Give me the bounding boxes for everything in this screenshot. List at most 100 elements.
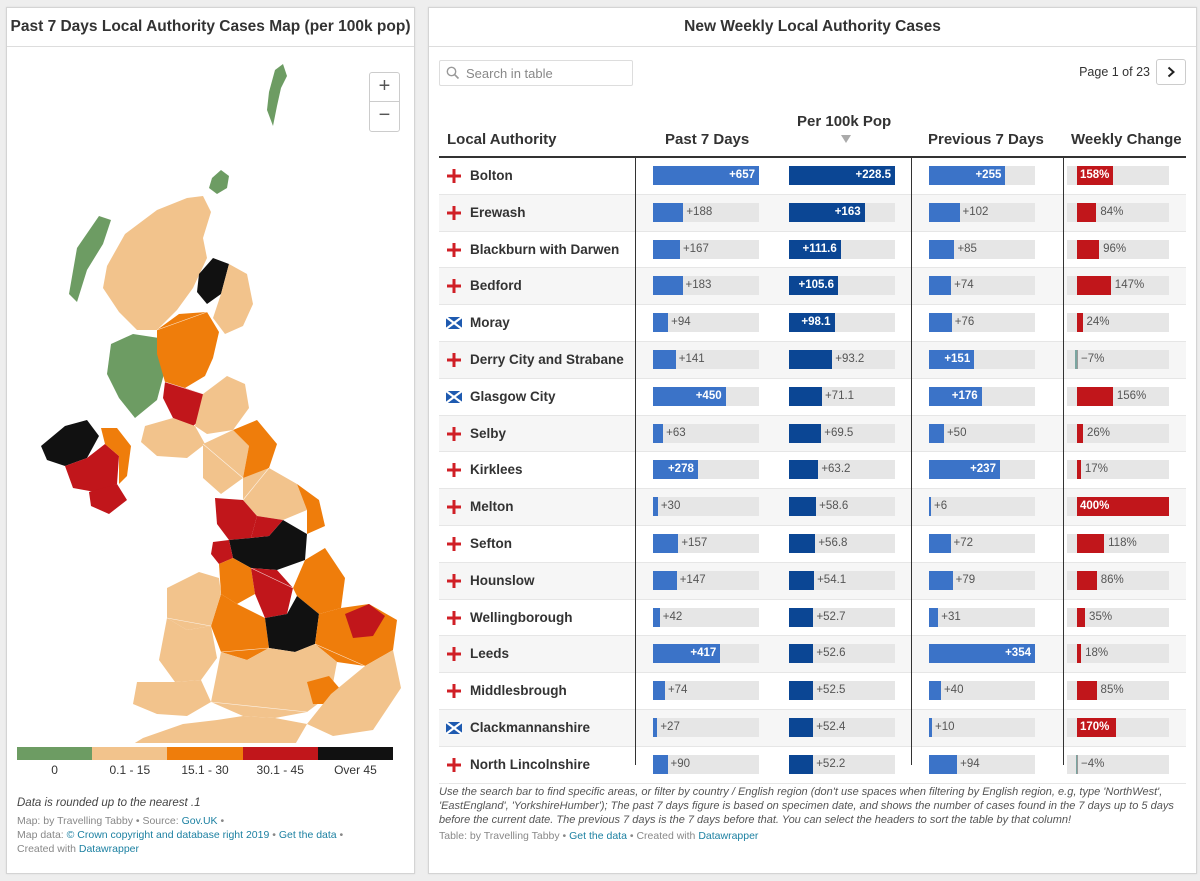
past-7-days-value: +450 <box>695 389 722 402</box>
map-region-south-central <box>211 644 337 718</box>
previous-7-days-value: +255 <box>975 169 1002 181</box>
chevron-right-icon <box>1167 66 1175 78</box>
map-region-orkney <box>209 170 229 194</box>
past-7-days-bar <box>653 166 759 185</box>
weekly-change-value: 400% <box>1080 500 1110 513</box>
source-link[interactable]: Gov.UK <box>181 815 218 827</box>
past-7-days-cell: +450 <box>653 386 759 406</box>
zoom-in-button[interactable]: + <box>378 75 391 97</box>
map-get-data-link[interactable]: Get the data <box>278 829 337 841</box>
table-row: Bedford +183 +105.6 +74 147% <box>439 268 1186 306</box>
per-100k-bar <box>789 497 817 517</box>
per-100k-value: +52.5 <box>816 684 846 697</box>
weekly-change-cell: 158% <box>1067 166 1169 185</box>
uk-choropleth-map[interactable] <box>7 48 412 743</box>
map-region-argyll <box>107 334 165 418</box>
per-100k-bar <box>789 460 819 480</box>
sort-down-triangle-icon[interactable] <box>841 135 851 143</box>
per-100k-bar <box>789 386 822 406</box>
previous-7-days-value: +40 <box>943 684 964 697</box>
england-flag-icon <box>447 647 461 662</box>
map-region-shetland <box>267 64 287 126</box>
northern-ireland-flag-icon <box>447 352 461 367</box>
previous-7-days-cell: +94 <box>929 754 1035 774</box>
header-per-100k-pop[interactable]: Per 100k Pop <box>797 113 892 130</box>
table-body: Bolton +657 +228.5 +255 158% Erewash +188 +163 +… <box>439 158 1186 784</box>
map-region-central-scotland <box>157 312 219 388</box>
per-100k-cell: +58.6 <box>789 497 895 517</box>
past-7-days-cell: +27 <box>653 717 759 737</box>
per-100k-cell: +52.5 <box>789 681 895 701</box>
past-7-days-value: +63 <box>666 426 686 439</box>
map-region-aberdeenshire <box>213 264 253 334</box>
crown-copyright-link[interactable]: © Crown copyright and database right 201… <box>66 829 270 841</box>
weekly-change-value: 86% <box>1100 573 1124 586</box>
legend-label: 15.1 - 30 <box>181 763 229 777</box>
map-region-west-midlands <box>211 594 269 660</box>
per-100k-bar <box>789 239 841 259</box>
per-100k-value: +93.2 <box>835 352 865 365</box>
local-authority-name: Clackmannanshire <box>470 719 591 735</box>
zero-line <box>1077 754 1078 774</box>
weekly-change-cell: 35% <box>1067 607 1169 627</box>
table-row: Glasgow City +450 +71.1 +176 156% <box>439 379 1186 416</box>
map-region-ni-south <box>89 484 127 514</box>
previous-7-days-cell: +6 <box>929 497 1035 517</box>
per-100k-cell: +111.6 <box>789 239 895 259</box>
table-get-data-link[interactable]: Get the data <box>569 830 627 842</box>
past-7-days-value: +147 <box>679 573 706 586</box>
past-7-days-bar <box>653 570 677 590</box>
weekly-change-cell: 85% <box>1067 681 1169 701</box>
column-divider <box>635 156 636 765</box>
previous-7-days-value: +76 <box>954 316 975 329</box>
previous-7-days-value: +72 <box>953 536 974 549</box>
england-flag-icon <box>447 426 461 441</box>
column-divider <box>1063 156 1064 765</box>
header-local-authority[interactable]: Local Authority <box>447 131 557 148</box>
previous-7-days-bar <box>929 754 958 774</box>
local-authority-name: Bolton <box>470 168 513 183</box>
past-7-days-bar <box>653 717 658 737</box>
map-region-mid-wales <box>159 618 217 682</box>
previous-7-days-value: +102 <box>962 205 989 218</box>
past-7-days-value: +183 <box>685 279 712 292</box>
per-100k-cell: +93.2 <box>789 349 895 369</box>
weekly-change-cell: −4% <box>1067 754 1169 774</box>
map-region-lincolnshire <box>293 548 345 614</box>
per-100k-bar <box>789 313 835 333</box>
previous-7-days-bar <box>929 497 931 517</box>
table-datawrapper-link[interactable]: Datawrapper <box>698 830 759 842</box>
weekly-change-bar <box>1077 423 1083 443</box>
weekly-change-value: 17% <box>1084 463 1108 476</box>
table-row: Moray +94 +98.1 +76 24% <box>439 305 1186 342</box>
map-credit-sep: • <box>217 815 225 827</box>
header-previous-7-days[interactable]: Previous 7 Days <box>928 131 1044 148</box>
previous-7-days-value: +74 <box>954 279 974 292</box>
header-weekly-change[interactable]: Weekly Change <box>1071 131 1182 148</box>
previous-7-days-value: +176 <box>951 389 978 402</box>
england-flag-icon <box>447 279 461 294</box>
previous-7-days-cell: +50 <box>929 423 1035 443</box>
local-authority-name: Glasgow City <box>470 388 556 404</box>
map-created-with: Created with <box>17 843 79 855</box>
previous-7-days-bar <box>929 166 1006 185</box>
per-100k-value: +71.1 <box>824 389 855 402</box>
map-datawrapper-link[interactable]: Datawrapper <box>78 843 139 855</box>
zoom-out-button[interactable]: − <box>370 101 399 130</box>
previous-7-days-bar <box>929 202 960 222</box>
per-100k-value: +52.6 <box>816 647 846 660</box>
per-100k-bar <box>789 644 814 664</box>
weekly-change-cell: 18% <box>1067 644 1169 664</box>
previous-7-days-cell: +10 <box>929 717 1035 737</box>
map-region-highlands <box>103 196 211 330</box>
next-page-button[interactable] <box>1156 59 1186 85</box>
search-input[interactable] <box>464 64 628 83</box>
previous-7-days-value: +50 <box>946 426 967 439</box>
table-row: Melton +30 +58.6 +6 400% <box>439 489 1186 526</box>
header-past-7-days[interactable]: Past 7 Days <box>665 131 750 148</box>
past-7-days-value: +278 <box>667 463 694 476</box>
previous-7-days-cell: +74 <box>929 276 1035 296</box>
per-100k-value: +105.6 <box>798 279 835 292</box>
weekly-change-cell: 156% <box>1067 386 1169 406</box>
local-authority-name: Selby <box>470 425 507 441</box>
